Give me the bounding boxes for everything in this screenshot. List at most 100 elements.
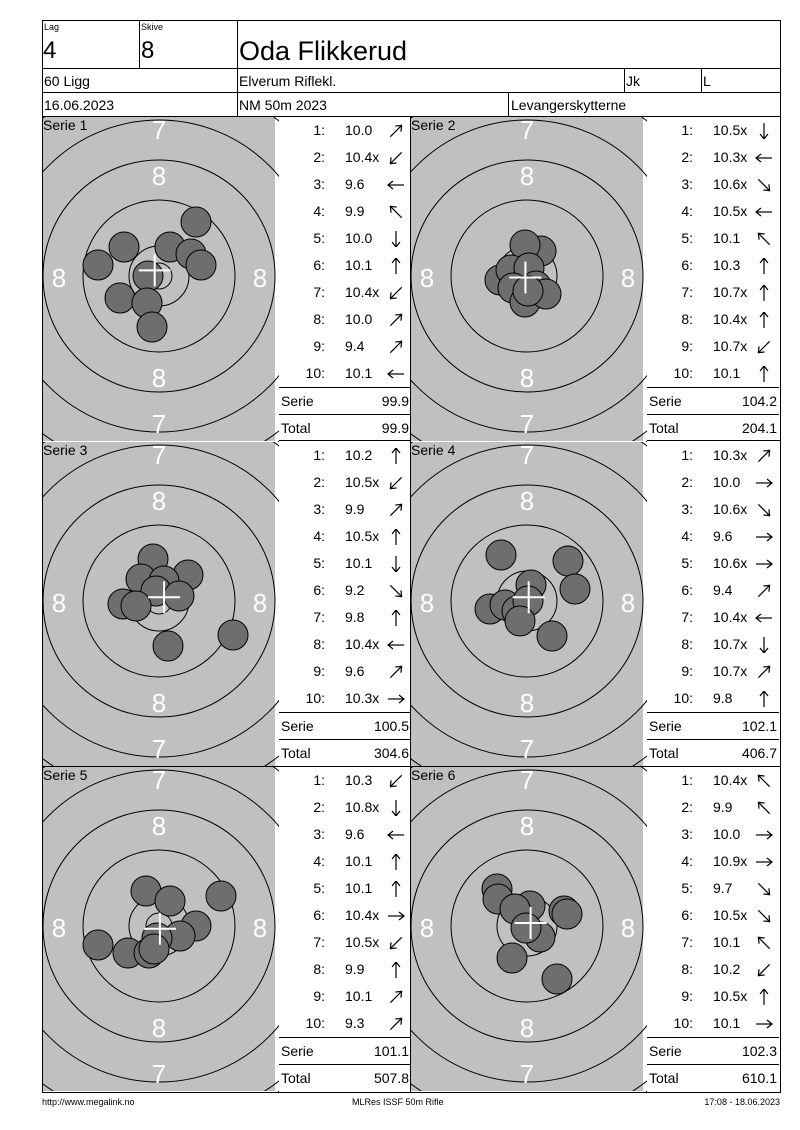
ring-number-eight: 8: [253, 263, 267, 293]
shot-number: 3:: [681, 176, 693, 192]
ring-number-eight: 8: [152, 1013, 166, 1043]
shot-row: 3: 10.6x: [647, 496, 779, 523]
shot-impact: [132, 260, 164, 292]
shot-row: 5: 10.1: [279, 875, 411, 902]
shot-row: 1: 10.3: [279, 767, 411, 794]
shot-row: 7: 10.5x: [279, 929, 411, 956]
shot-number: 6:: [681, 907, 693, 923]
shot-number: 5:: [681, 230, 693, 246]
shot-row: 7: 10.7x: [647, 279, 779, 306]
shot-impact: [138, 933, 170, 965]
ring-number-eight: 8: [520, 688, 534, 718]
shot-list-serie-3: 1: 10.2 2: 10.5x 3: 9.9 4: 10.5x 5: 10.1 6: 9.2 7: 9.…: [279, 442, 411, 766]
total-sum-value: 204.1: [741, 420, 777, 436]
direction-arrow-icon: [759, 637, 769, 653]
ring-number-eight: 8: [152, 161, 166, 191]
ring-number-eight: 8: [520, 363, 534, 393]
total-sum-row: Total 507.8: [279, 1065, 411, 1091]
shot-number: 7:: [681, 934, 693, 950]
serie-sum-row: Serie 104.2: [647, 388, 779, 414]
shot-score: 10.1: [345, 257, 373, 273]
shot-row: 3: 10.6x: [647, 171, 779, 198]
shot-number: 4:: [681, 853, 693, 869]
direction-arrow-icon: [757, 909, 771, 923]
target-serie-3: 7 8 8 8 8 7 Serie 3: [43, 442, 279, 766]
shot-score: 10.0: [713, 474, 741, 490]
serie-sum-row: Serie 102.1: [647, 713, 779, 739]
direction-arrow-icon: [387, 180, 404, 190]
shot-row: 8: 9.9: [279, 956, 411, 983]
shot-score: 10.4x: [345, 284, 380, 300]
shot-row: 10: 9.3: [279, 1010, 411, 1037]
total-sum-value: 99.9: [381, 420, 409, 436]
ring-number-eight: 8: [520, 1013, 534, 1043]
shot-number: 2:: [681, 799, 693, 815]
footer-url[interactable]: http://www.megalink.no: [42, 1097, 135, 1107]
shot-row: 1: 10.3x: [647, 442, 779, 469]
shot-score: 10.1: [713, 230, 741, 246]
shot-score: 10.4x: [345, 636, 380, 652]
total-sum-label: Total: [649, 420, 679, 436]
shot-row: 4: 10.1: [279, 848, 411, 875]
serie-sum-value: 99.9: [381, 393, 409, 409]
serie-sum-label: Serie: [281, 718, 314, 734]
direction-arrow-icon: [759, 258, 769, 274]
shot-number: 2:: [681, 149, 693, 165]
shot-row: 10: 10.1: [279, 360, 411, 387]
direction-arrow-icon: [391, 258, 401, 274]
shot-score: 10.1: [713, 934, 741, 950]
shot-impact: [82, 929, 114, 961]
shot-number: 6:: [313, 257, 325, 273]
shot-row: 1: 10.5x: [647, 117, 779, 144]
footer-software: MLRes ISSF 50m Rifle: [352, 1097, 444, 1107]
shot-score: 9.4: [713, 582, 733, 598]
direction-arrow-icon: [391, 854, 401, 870]
shot-row: 7: 9.8: [279, 604, 411, 631]
direction-arrow-icon: [757, 178, 771, 192]
direction-arrow-icon: [389, 774, 403, 788]
shot-score: 9.9: [713, 799, 733, 815]
direction-arrow-icon: [756, 1019, 773, 1029]
direction-arrow-icon: [391, 962, 401, 978]
ring-number-eight: 8: [253, 588, 267, 618]
shot-score: 10.6x: [713, 176, 748, 192]
shot-row: 3: 9.9: [279, 496, 411, 523]
shot-row: 10: 9.8: [647, 685, 779, 712]
shot-score: 9.8: [713, 690, 733, 706]
shot-row: 1: 10.4x: [647, 767, 779, 794]
event-name: NM 50m 2023: [239, 97, 327, 113]
shot-row: 5: 10.6x: [647, 550, 779, 577]
shot-impact: [180, 206, 212, 238]
direction-arrow-icon: [759, 285, 769, 301]
direction-arrow-icon: [757, 584, 771, 598]
serie-sum-row: Serie 101.1: [279, 1038, 411, 1064]
direction-arrow-icon: [756, 559, 773, 569]
shot-impact: [104, 282, 136, 314]
ring-number-eight: 8: [520, 486, 534, 516]
shot-number: 10:: [673, 690, 693, 706]
shot-score: 10.3: [345, 772, 373, 788]
shot-number: 3:: [681, 501, 693, 517]
shot-number: 8:: [681, 636, 693, 652]
shot-impact: [152, 630, 184, 662]
shot-number: 6:: [313, 907, 325, 923]
shot-score: 10.7x: [713, 284, 748, 300]
shot-row: 7: 10.1: [647, 929, 779, 956]
shot-score: 9.8: [345, 609, 365, 625]
direction-arrow-icon: [759, 366, 769, 382]
shot-number: 6:: [681, 582, 693, 598]
shot-row: 6: 10.5x: [647, 902, 779, 929]
group-center-crosshair: [514, 907, 547, 939]
ring-number-seven: 7: [152, 409, 166, 439]
shot-row: 9: 9.6: [279, 658, 411, 685]
shot-score: 10.6x: [713, 501, 748, 517]
shot-number: 7:: [313, 284, 325, 300]
shot-row: 7: 10.4x: [279, 279, 411, 306]
direction-arrow-icon: [389, 124, 403, 138]
serie-sum-value: 102.1: [741, 718, 777, 734]
ring-number-seven: 7: [152, 442, 166, 470]
direction-arrow-icon: [388, 911, 405, 921]
shot-score: 10.0: [345, 311, 373, 327]
shot-number: 4:: [313, 853, 325, 869]
shot-impact: [512, 275, 544, 307]
